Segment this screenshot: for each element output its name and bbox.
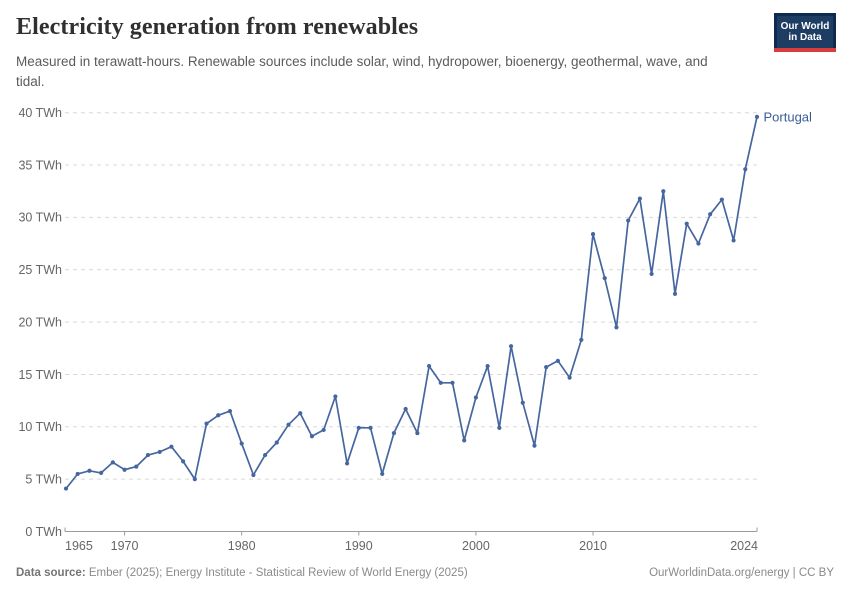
data-point[interactable]: [415, 430, 420, 436]
owid-logo-accent-bar: [774, 48, 836, 52]
owid-logo-line1: Our World: [780, 20, 830, 32]
data-point[interactable]: [344, 461, 350, 466]
data-point[interactable]: [743, 167, 748, 172]
data-point[interactable]: [602, 276, 607, 281]
data-point[interactable]: [672, 291, 678, 296]
x-axis-label: 2000: [462, 539, 490, 553]
data-point[interactable]: [661, 189, 666, 194]
x-axis-label: 1990: [345, 539, 373, 553]
data-point[interactable]: [508, 344, 514, 349]
data-point[interactable]: [286, 422, 291, 427]
data-point[interactable]: [75, 471, 80, 477]
data-point[interactable]: [719, 197, 724, 202]
y-axis-label: 5 TWh: [25, 472, 62, 486]
data-point[interactable]: [309, 434, 315, 439]
x-axis-label: 2010: [579, 539, 607, 553]
footer: Data source: Ember (2025); Energy Instit…: [16, 567, 834, 579]
data-point[interactable]: [403, 406, 408, 412]
data-point[interactable]: [567, 375, 572, 380]
data-point[interactable]: [157, 449, 162, 455]
data-point[interactable]: [134, 464, 139, 469]
data-point[interactable]: [684, 221, 689, 226]
y-axis-label: 25 TWh: [18, 263, 62, 277]
x-axis-label: 1965: [65, 539, 93, 553]
data-point[interactable]: [731, 238, 736, 243]
data-point[interactable]: [450, 380, 455, 385]
data-point[interactable]: [391, 430, 397, 436]
data-point[interactable]: [368, 425, 373, 430]
data-point[interactable]: [497, 425, 502, 430]
data-point[interactable]: [708, 212, 713, 217]
data-point[interactable]: [192, 477, 197, 482]
data-point[interactable]: [216, 413, 221, 418]
y-axis-label: 0 TWh: [25, 525, 62, 539]
data-point[interactable]: [637, 196, 642, 201]
data-point[interactable]: [426, 363, 432, 369]
data-point[interactable]: [110, 460, 115, 465]
data-point[interactable]: [87, 468, 92, 473]
data-point[interactable]: [590, 232, 596, 237]
data-point[interactable]: [251, 472, 256, 478]
y-axis-label: 35 TWh: [18, 158, 62, 172]
y-axis-label: 20 TWh: [18, 315, 62, 329]
data-point[interactable]: [227, 408, 233, 414]
data-point[interactable]: [754, 114, 760, 119]
data-point[interactable]: [462, 438, 467, 443]
x-axis-label: 1980: [228, 539, 256, 553]
y-axis-label: 10 TWh: [18, 420, 62, 434]
data-source-label: Data source:: [16, 567, 86, 579]
data-point[interactable]: [438, 380, 443, 385]
data-point[interactable]: [696, 241, 701, 246]
x-axis-label: 1970: [111, 539, 139, 553]
data-point[interactable]: [380, 471, 385, 477]
data-point[interactable]: [63, 486, 69, 491]
data-point[interactable]: [204, 421, 209, 426]
data-source-note: Data source: Ember (2025); Energy Instit…: [16, 567, 468, 579]
x-axis-label: 2024: [730, 539, 758, 553]
owid-logo[interactable]: Our World in Data: [774, 13, 836, 48]
data-point[interactable]: [649, 271, 654, 277]
data-point[interactable]: [485, 363, 490, 369]
owid-logo-line2: in Data: [788, 32, 822, 43]
data-point[interactable]: [626, 218, 631, 223]
data-point[interactable]: [555, 358, 560, 363]
data-point[interactable]: [145, 452, 151, 458]
data-point[interactable]: [274, 440, 279, 445]
data-point[interactable]: [356, 425, 361, 430]
data-point[interactable]: [181, 459, 186, 464]
data-point[interactable]: [239, 441, 244, 446]
data-point[interactable]: [532, 443, 537, 448]
data-point[interactable]: [333, 394, 338, 399]
data-point[interactable]: [122, 467, 127, 472]
series-label[interactable]: Portugal: [764, 109, 813, 124]
data-point[interactable]: [99, 470, 104, 475]
y-axis-label: 30 TWh: [18, 211, 62, 225]
y-axis-label: 15 TWh: [18, 368, 62, 382]
trend-line[interactable]: [65, 116, 758, 490]
chart-subtitle: Measured in terawatt-hours. Renewable so…: [16, 54, 708, 89]
page-title: Electricity generation from renewables: [16, 14, 419, 40]
data-point[interactable]: [298, 411, 303, 416]
data-point[interactable]: [321, 427, 326, 433]
data-point[interactable]: [614, 325, 619, 330]
data-point[interactable]: [544, 365, 549, 370]
data-point[interactable]: [473, 395, 479, 400]
y-axis-label: 40 TWh: [18, 106, 62, 120]
data-point[interactable]: [520, 400, 525, 405]
license-note[interactable]: OurWorldinData.org/energy | CC BY: [649, 567, 834, 579]
data-point[interactable]: [169, 444, 174, 449]
data-point[interactable]: [579, 337, 584, 342]
data-source-text: Ember (2025); Energy Institute - Statist…: [85, 567, 468, 579]
data-point[interactable]: [263, 452, 268, 458]
